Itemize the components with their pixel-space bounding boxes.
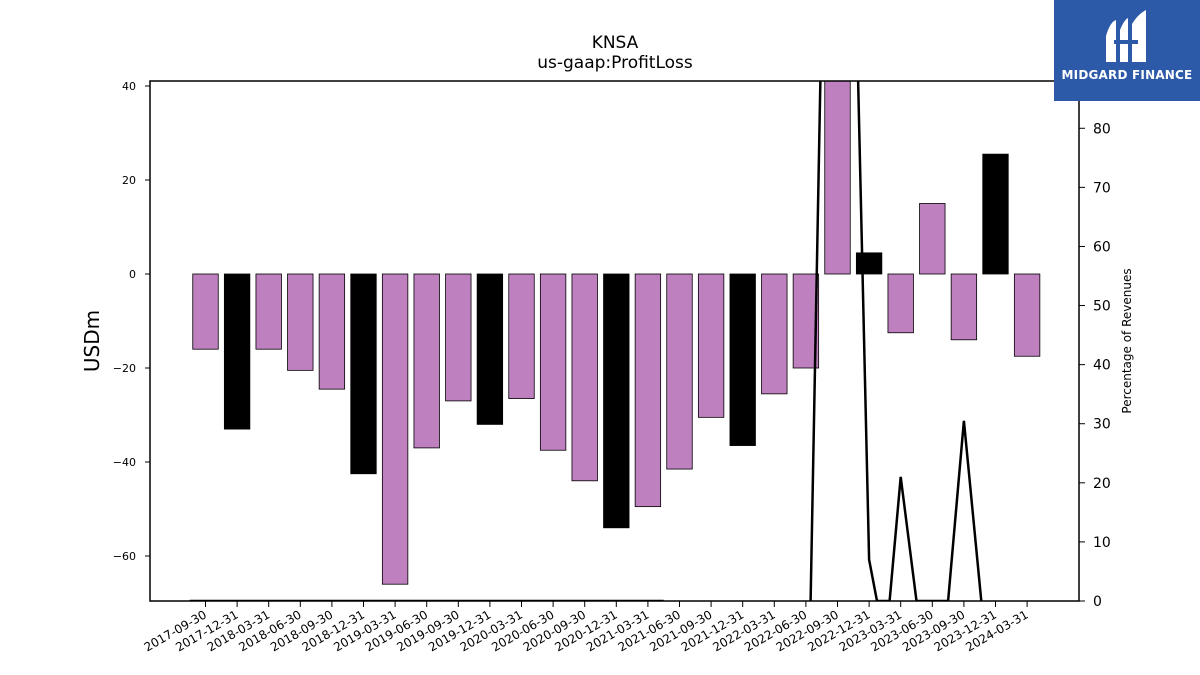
y2-tick-label: 50 xyxy=(1093,299,1111,315)
y2-tick-label: 0 xyxy=(1093,594,1102,610)
y-tick-label: −40 xyxy=(113,456,136,469)
bar-2018-12-31 xyxy=(350,273,377,475)
bar-2019-09-30 xyxy=(445,273,472,402)
bar-2020-06-30 xyxy=(539,273,567,451)
y-tick-label: −60 xyxy=(113,550,136,563)
y-tick-label: 0 xyxy=(129,268,136,281)
bar-2023-12-31 xyxy=(982,153,1009,275)
bar-2020-09-30 xyxy=(571,273,598,482)
y2-tick-label: 10 xyxy=(1093,535,1111,551)
y2-tick-label: 60 xyxy=(1093,239,1111,255)
bar-2022-09-30 xyxy=(824,81,851,275)
bar-2023-09-30 xyxy=(950,273,978,341)
y-tick-label: 20 xyxy=(122,174,136,187)
logo-brand-text: MIDGARD FINANCE xyxy=(1061,68,1193,82)
midgard-logo-icon xyxy=(1054,0,1200,101)
bar-2017-09-30 xyxy=(192,273,219,350)
bar-2021-12-31 xyxy=(729,273,756,446)
bar-2021-06-30 xyxy=(666,273,693,470)
bar-2023-03-31 xyxy=(887,273,914,334)
bar-2018-03-31 xyxy=(255,273,282,350)
y2-axis-label: Percentage of Revenues xyxy=(1120,268,1134,413)
bar-2021-09-30 xyxy=(697,273,725,418)
chart-subtitle: us-gaap:ProfitLoss xyxy=(537,53,693,73)
bar-2019-12-31 xyxy=(476,273,504,425)
bar-2017-12-31 xyxy=(223,273,251,430)
bar-2018-06-30 xyxy=(287,273,314,371)
y2-tick-label: 80 xyxy=(1093,121,1111,137)
bar-2021-03-31 xyxy=(634,273,662,508)
plot-frame xyxy=(149,80,1080,602)
y-tick-label: 40 xyxy=(122,80,136,93)
y2-tick-label: 20 xyxy=(1093,476,1111,492)
bar-2018-09-30 xyxy=(318,273,346,390)
y-tick-label: −20 xyxy=(113,362,136,375)
bar-2019-03-31 xyxy=(381,273,409,585)
midgard-logo: MIDGARD FINANCE xyxy=(1054,0,1200,101)
chart-title: KNSA xyxy=(592,33,639,53)
bar-2024-03-31 xyxy=(1013,273,1041,357)
y2-tick-label: 70 xyxy=(1093,180,1111,196)
bar-2023-06-30 xyxy=(919,203,946,275)
bar-2019-06-30 xyxy=(413,273,440,449)
bar-2020-12-31 xyxy=(603,273,630,529)
revenue-percentage-line-group xyxy=(189,81,983,601)
y-axis-label: USDm xyxy=(80,310,104,372)
y2-tick-label: 30 xyxy=(1093,417,1111,433)
bar-2020-03-31 xyxy=(508,273,535,399)
bar-2022-03-31 xyxy=(761,273,788,395)
revenue-percentage-line xyxy=(189,81,983,601)
bars-group xyxy=(192,81,1041,585)
bar-2022-12-31 xyxy=(855,252,883,275)
y2-tick-label: 40 xyxy=(1093,358,1111,374)
